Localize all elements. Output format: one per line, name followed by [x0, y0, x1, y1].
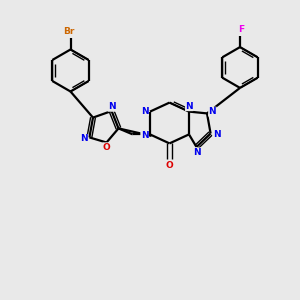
Text: N: N: [80, 134, 88, 143]
Text: N: N: [213, 130, 220, 139]
Text: F: F: [238, 25, 244, 34]
Text: N: N: [185, 102, 193, 111]
Text: N: N: [193, 148, 201, 157]
Text: N: N: [108, 102, 116, 111]
Text: O: O: [103, 143, 111, 152]
Text: Br: Br: [63, 27, 75, 36]
Text: N: N: [141, 130, 148, 140]
Text: O: O: [165, 161, 173, 170]
Text: N: N: [141, 106, 148, 116]
Text: N: N: [208, 107, 216, 116]
